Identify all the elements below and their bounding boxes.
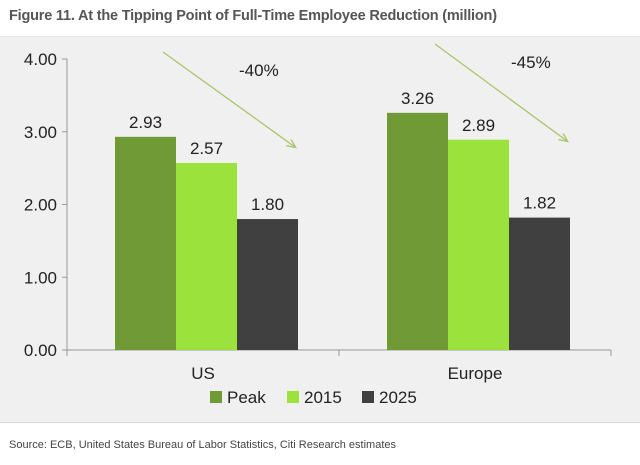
source-divider	[0, 422, 640, 423]
value-label: 2.93	[129, 113, 162, 132]
y-tick-label: 4.00	[24, 50, 57, 69]
chart-title: Figure 11. At the Tipping Point of Full-…	[9, 8, 497, 24]
y-tick-label: 3.00	[24, 123, 57, 142]
bar-2025-us	[237, 219, 298, 350]
bar-2015-europe	[448, 139, 509, 350]
bar-peak-us	[115, 136, 176, 350]
legend-label-2025: 2025	[379, 388, 417, 407]
decline-percent-label: -40%	[239, 61, 279, 80]
category-label-europe: Europe	[448, 364, 503, 383]
title-divider	[0, 36, 640, 37]
category-label-us: US	[191, 364, 215, 383]
decline-percent-label: -45%	[511, 53, 551, 72]
decline-arrow	[162, 51, 295, 147]
value-label: 1.82	[523, 194, 556, 213]
legend-swatch-2015	[287, 391, 299, 403]
y-tick-label: 1.00	[24, 268, 57, 287]
value-label: 3.26	[401, 89, 434, 108]
chart-panel: 0.00 1.00 2.00 3.00 4.00 2.93 2.57 1.80 US 3.26 2.…	[0, 37, 640, 422]
value-label: 2.57	[190, 139, 223, 158]
bar-peak-europe	[387, 112, 448, 351]
legend-swatch-2025	[362, 391, 374, 403]
legend-label-peak: Peak	[227, 388, 266, 407]
y-tick-label: 0.00	[24, 341, 57, 360]
decline-arrow	[434, 43, 567, 141]
legend-label-2015: 2015	[304, 388, 342, 407]
value-label: 2.89	[462, 116, 495, 135]
bar-2015-us	[176, 163, 237, 350]
legend-swatch-peak	[210, 391, 222, 403]
value-label: 1.80	[251, 195, 284, 214]
bar-2025-europe	[509, 217, 570, 350]
bar-chart: 0.00 1.00 2.00 3.00 4.00 2.93 2.57 1.80 US 3.26 2.…	[24, 43, 612, 407]
y-tick-label: 2.00	[24, 196, 57, 215]
source-note: Source: ECB, United States Bureau of Lab…	[9, 439, 397, 451]
